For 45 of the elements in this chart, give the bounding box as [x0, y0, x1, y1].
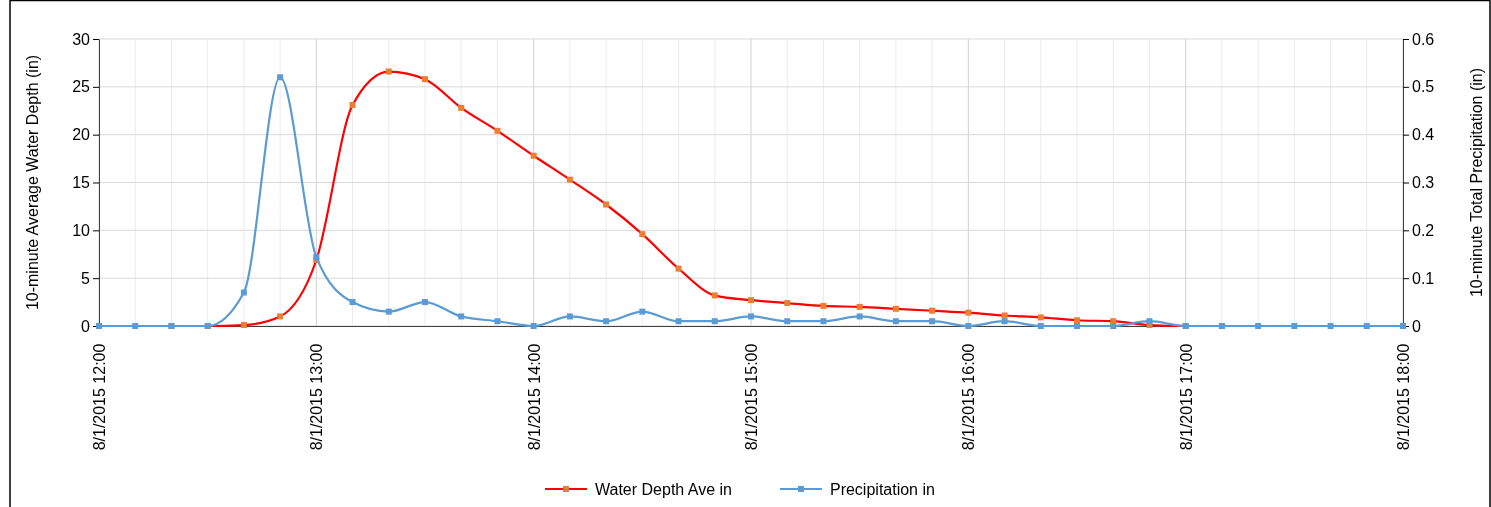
point [277, 74, 284, 81]
y-axis-title: 10-minute Average Water Depth (in) [24, 54, 41, 311]
x-tick-label: 8/1/2015 18:00 [1395, 343, 1413, 451]
y2-tick-label: 0.5 [1412, 78, 1435, 96]
point [603, 318, 610, 325]
y2-tick-label: 0.2 [1412, 221, 1435, 239]
x-tick-label: 8/1/2015 16:00 [960, 343, 978, 451]
x-tick-label: 8/1/2015 15:00 [743, 343, 761, 451]
x-tick-label: 8/1/2015 14:00 [525, 343, 543, 451]
point [929, 318, 936, 325]
point [1146, 318, 1153, 325]
point [711, 318, 718, 325]
x-tick-label: 8/1/2015 13:00 [308, 343, 326, 451]
point [820, 318, 827, 325]
point [1001, 318, 1008, 325]
y-tick-label: 0 [81, 317, 91, 335]
x-tick-label: 8/1/2015 17:00 [1177, 343, 1195, 451]
x-tick-label: 8/1/2015 12:00 [91, 343, 109, 451]
y-tick-label: 25 [72, 78, 91, 96]
y2-tick-label: 0.1 [1412, 269, 1435, 287]
y2-tick-label: 0.4 [1412, 126, 1435, 144]
y2-axis-title: 10-minute Total Precipitation (in) [1468, 67, 1485, 298]
y-tick-label: 30 [72, 30, 91, 48]
legend-label: Water Depth Ave in [595, 481, 732, 498]
y-tick-label: 15 [72, 174, 91, 192]
point [422, 299, 428, 306]
point [458, 313, 465, 320]
point [856, 313, 863, 320]
point [748, 313, 754, 320]
y-tick-label: 20 [72, 126, 91, 144]
point [784, 318, 791, 325]
point [566, 313, 573, 320]
point [675, 318, 682, 325]
legend-label: Precipitation in [829, 481, 935, 498]
y-tick-label: 5 [81, 269, 91, 287]
point [494, 318, 501, 325]
y2-tick-label: 0.6 [1412, 30, 1435, 48]
point [240, 289, 247, 296]
y2-tick-label: 0.3 [1412, 174, 1435, 192]
y-tick-label: 10 [72, 221, 91, 239]
point [349, 299, 356, 306]
y2-tick-label: 0 [1412, 317, 1421, 335]
point [639, 308, 646, 315]
point [892, 318, 899, 325]
point [385, 308, 392, 315]
